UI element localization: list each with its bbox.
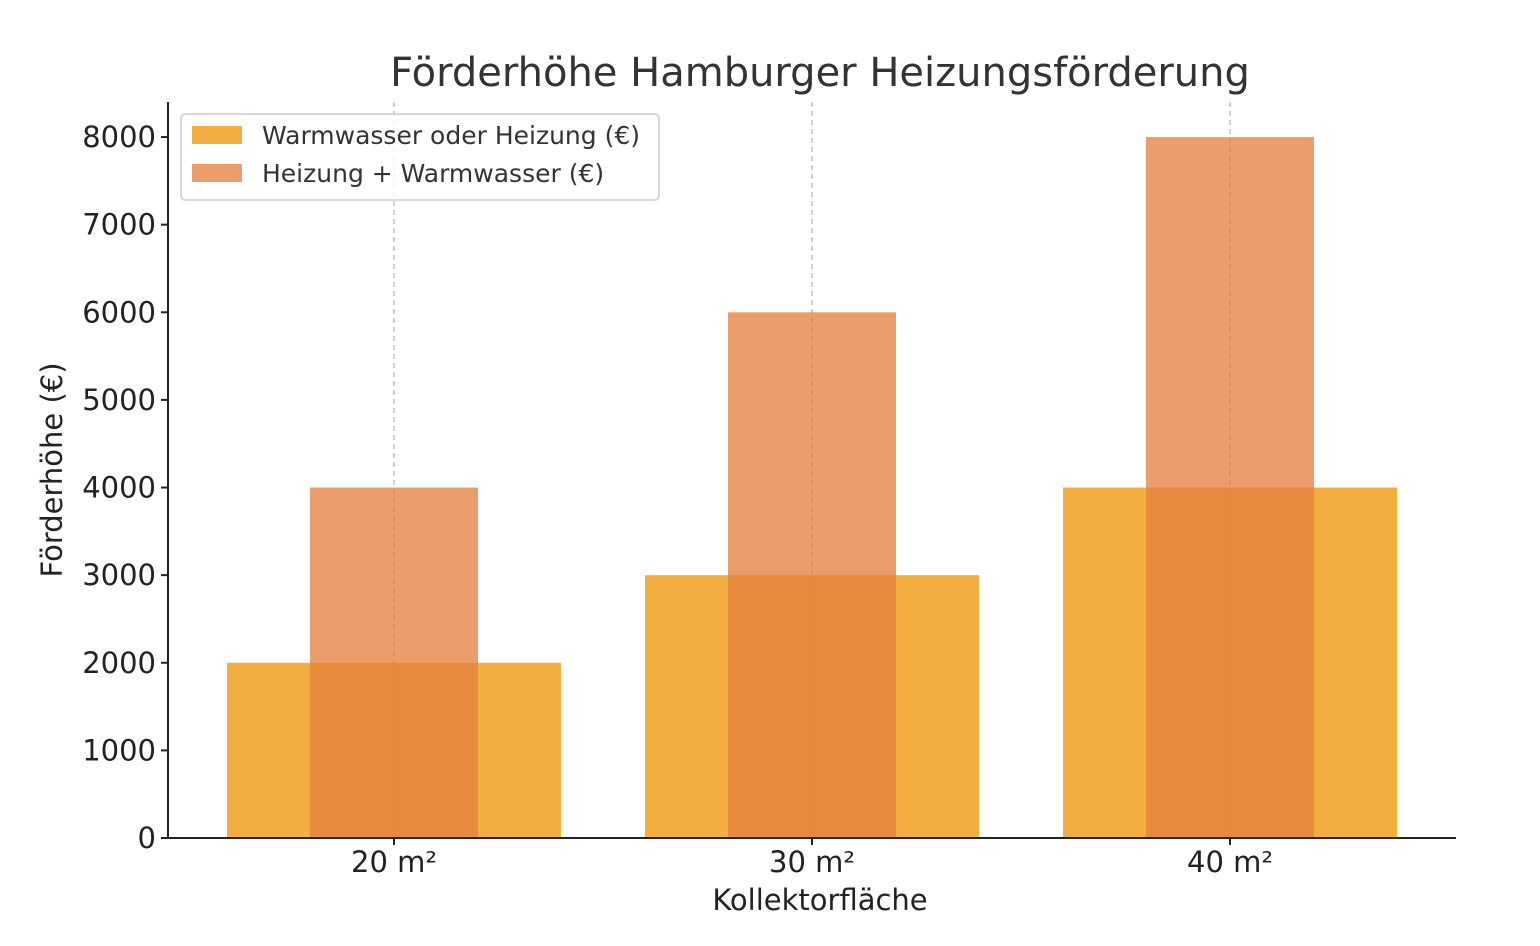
y-tick-label: 5000 <box>82 383 156 417</box>
y-tick-label: 6000 <box>82 295 156 329</box>
x-tick-label: 20 m² <box>351 845 437 879</box>
y-tick-label: 8000 <box>82 120 156 154</box>
y-tick-label: 3000 <box>82 558 156 592</box>
bar-series-2-1 <box>310 487 478 838</box>
bar-series-2-3 <box>1146 137 1314 839</box>
y-tick-label: 1000 <box>82 733 156 767</box>
chart-title: Förderhöhe Hamburger Heizungsförderung <box>390 50 1250 96</box>
legend-box <box>180 113 660 201</box>
legend-label-2: Heizung + Warmwasser (€) <box>262 159 604 188</box>
x-tick-label: 40 m² <box>1187 845 1273 879</box>
legend-label-1: Warmwasser oder Heizung (€) <box>262 121 640 150</box>
y-tick-label: 0 <box>138 821 156 855</box>
legend-swatch-1 <box>192 126 242 144</box>
y-tick-label: 7000 <box>82 208 156 242</box>
legend-swatch-2 <box>192 164 242 182</box>
bars <box>227 137 1397 839</box>
x-tick-label: 30 m² <box>769 845 855 879</box>
bar-series-2-2 <box>728 312 896 838</box>
legend: Warmwasser oder Heizung (€) Heizung + War… <box>180 113 660 201</box>
y-tick-label: 2000 <box>82 646 156 680</box>
y-axis-label: Förderhöhe (€) <box>35 362 69 577</box>
y-tick-label: 4000 <box>82 471 156 505</box>
tick-labels: 0 1000 2000 3000 4000 5000 6000 7000 8000 20 m² 30… <box>82 120 1273 879</box>
x-axis-label: Kollektorfläche <box>712 883 927 917</box>
